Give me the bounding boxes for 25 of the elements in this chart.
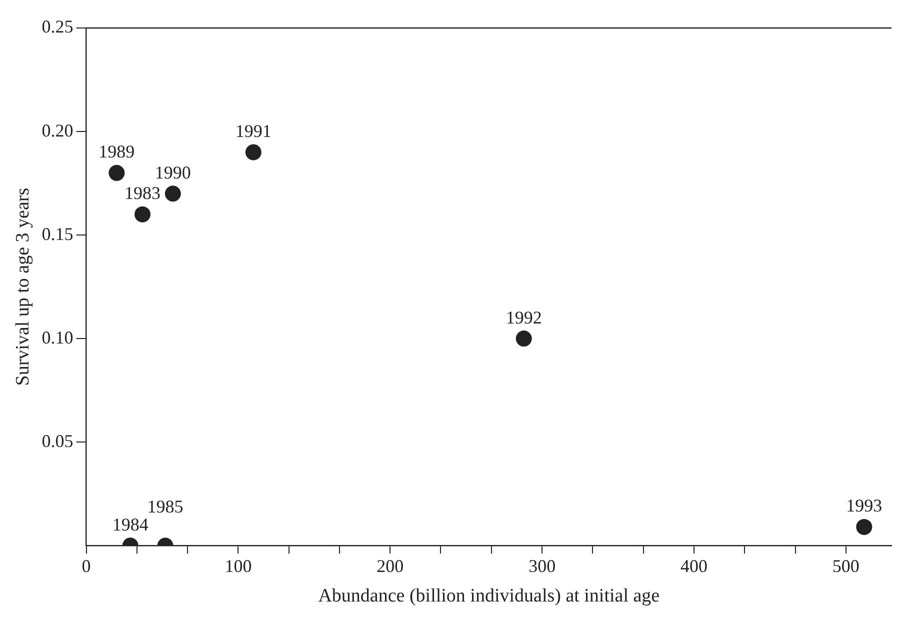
point [245,144,262,160]
point [134,206,151,222]
y-tick-label: 0.10 [42,327,74,348]
x-axis-title: Abundance (billion individuals) at initial age [318,586,660,607]
y-tick-label: 0.15 [42,224,74,244]
x-tick-label: 500 [832,556,860,576]
x-tick-label: 300 [528,556,556,576]
annotation: 1985 [147,496,184,516]
annotation: 1984 [112,514,148,534]
x-tick-label: 400 [680,556,708,576]
annotation: 1990 [154,162,191,182]
annotation: 1992 [506,307,542,328]
y-tick-label: 0.20 [42,120,74,140]
x-tick-label: 0 [82,556,91,576]
point [108,164,125,181]
x-tick-label: 100 [224,556,252,576]
x-tick-label: 200 [376,556,404,576]
annotation: 1983 [124,183,161,204]
annotation: 1993 [846,496,882,516]
y-tick-label: 0.25 [42,16,74,37]
y-tick-label: 0.05 [42,430,74,451]
point [164,186,181,202]
y-axis-title: Survival up to age 3 years [12,188,34,386]
annotation: 1989 [98,142,135,162]
annotation: 1991 [235,120,272,141]
